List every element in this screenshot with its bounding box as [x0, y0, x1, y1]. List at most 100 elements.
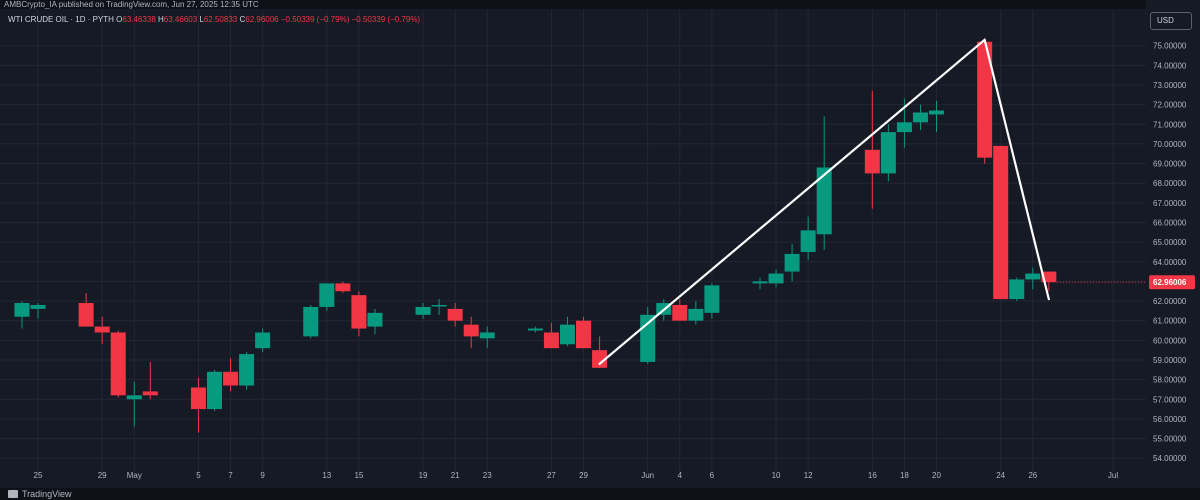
time-tick-label: 27	[547, 471, 556, 480]
candle	[142, 361, 158, 400]
currency-label: USD	[1157, 16, 1174, 25]
candle	[672, 299, 688, 321]
candle	[255, 328, 271, 353]
candle	[912, 104, 928, 131]
price-tick-label: 62.00000	[1153, 297, 1187, 306]
candle	[447, 303, 463, 327]
time-tick-label: 16	[868, 471, 877, 480]
symbol-legend: WTI CRUDE OIL · 1D · PYTH O63.46338 H63.…	[8, 15, 420, 24]
candle-body	[1025, 273, 1041, 280]
close-label: C	[239, 15, 246, 24]
candle-body	[14, 303, 30, 317]
candle-body	[688, 308, 704, 321]
candle	[559, 316, 575, 347]
candle-body	[640, 314, 656, 362]
candle	[784, 244, 800, 282]
candle	[303, 304, 319, 339]
price-tick-label: 67.00000	[1153, 199, 1187, 208]
candles-layer	[14, 37, 1057, 433]
time-tick-label: Jul	[1108, 471, 1118, 480]
candle-body	[335, 283, 351, 292]
trendline	[598, 38, 986, 366]
candle	[1025, 267, 1041, 290]
price-tick-label: 57.00000	[1153, 395, 1187, 404]
candle-body	[303, 306, 319, 337]
price-tick-label: 54.00000	[1153, 454, 1187, 463]
candle	[126, 381, 142, 427]
candle	[431, 299, 447, 315]
candle	[977, 37, 993, 164]
candle-body	[592, 350, 608, 368]
candle-body	[784, 253, 800, 272]
low-value: 62.50833	[203, 15, 238, 24]
candle-body	[479, 332, 495, 339]
price-tick-label: 70.00000	[1153, 140, 1187, 149]
high-label: H	[158, 15, 164, 24]
candle-body	[126, 395, 142, 400]
candle	[1041, 271, 1057, 292]
candle-body	[912, 112, 928, 123]
candle-body	[431, 304, 447, 307]
candle-body	[1009, 279, 1025, 300]
candle-body	[993, 145, 1009, 300]
time-tick-label: 21	[451, 471, 460, 480]
currency-selector[interactable]: USD	[1150, 12, 1192, 30]
candle	[14, 301, 30, 329]
price-tick-label: 69.00000	[1153, 160, 1187, 169]
published-line: AMBCrypto_IA published on TradingView.co…	[4, 0, 259, 9]
candle-body	[929, 110, 945, 115]
candle-body	[206, 371, 222, 410]
candle	[768, 269, 784, 288]
candle-body	[415, 306, 431, 315]
candle-body	[880, 132, 896, 174]
candle-body	[672, 304, 688, 321]
candle-body	[816, 167, 832, 235]
candle-body	[142, 391, 158, 396]
candle	[463, 316, 479, 349]
time-axis: 25 29 May 5 7 9 13 15 19 21 23 27 29 Jun 4 6 10 12 16 18 20 2…	[34, 471, 1119, 480]
open-value: 63.46338	[122, 15, 156, 24]
time-tick-label: 6	[710, 471, 715, 480]
candle-body	[704, 285, 720, 313]
candle-body	[239, 354, 255, 386]
candle-body	[559, 324, 575, 345]
price-tick-label: 65.00000	[1153, 238, 1187, 247]
candle	[110, 330, 126, 398]
chart-grid	[0, 10, 1146, 472]
candle	[800, 216, 816, 260]
price-tick-label: 56.00000	[1153, 415, 1187, 424]
time-tick-label: 23	[483, 471, 492, 480]
candle-body	[576, 320, 592, 349]
candle-body	[1041, 271, 1057, 283]
time-tick-label: 7	[228, 471, 233, 480]
candle	[335, 281, 351, 294]
price-tick-label: 59.00000	[1153, 356, 1187, 365]
candle	[816, 116, 832, 250]
time-tick-label: 24	[996, 471, 1005, 480]
time-tick-label: 12	[804, 471, 813, 480]
change-value: −0.50339 (−0.79%)	[280, 15, 350, 24]
candle	[190, 377, 206, 433]
candle-body	[752, 281, 768, 284]
candle-body	[110, 332, 126, 396]
time-tick-label: 25	[34, 471, 43, 480]
price-axis-bg	[1146, 0, 1200, 488]
time-tick-label: 18	[900, 471, 909, 480]
candle	[752, 277, 768, 290]
price-tick-label: 68.00000	[1153, 179, 1187, 188]
candle-body	[543, 332, 559, 349]
price-tick-label: 72.00000	[1153, 101, 1187, 110]
candle-body	[800, 230, 816, 252]
time-tick-label: 29	[98, 471, 107, 480]
candle	[319, 283, 335, 311]
candle	[367, 308, 383, 335]
price-tick-label: 73.00000	[1153, 81, 1187, 90]
price-tick-label: 61.00000	[1153, 317, 1187, 326]
time-tick-label: 10	[772, 471, 781, 480]
candle	[415, 303, 431, 319]
time-tick-label: 15	[354, 471, 363, 480]
candle	[688, 301, 704, 325]
candle-body	[94, 326, 110, 333]
candle	[576, 316, 592, 349]
